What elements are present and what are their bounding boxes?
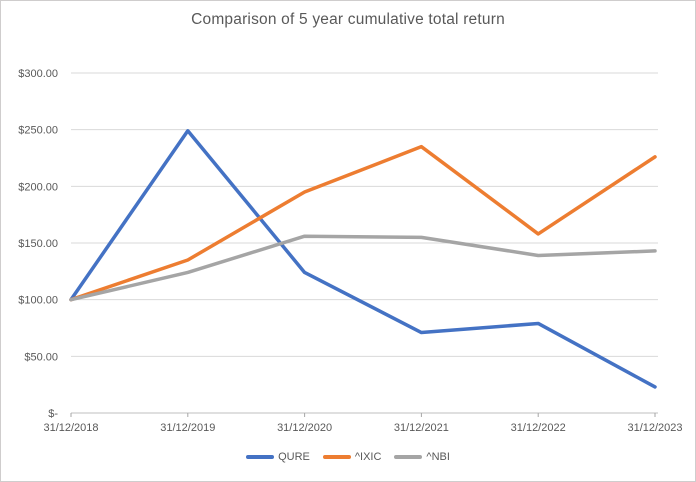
x-axis-label: 31/12/2018 [43, 422, 98, 434]
legend: QURE ^IXIC ^NBI [1, 451, 695, 463]
x-axis-label: 31/12/2023 [627, 422, 682, 434]
y-axis-label: $- [48, 408, 58, 420]
legend-label: ^IXIC [354, 451, 382, 463]
series-line-ixic [69, 144, 657, 302]
legend-item-qure: QURE [246, 451, 310, 463]
legend-marker-qure [246, 455, 275, 459]
x-axis-label: 31/12/2021 [394, 422, 449, 434]
y-axis-label: $50.00 [24, 351, 58, 363]
x-axis-label: 31/12/2022 [511, 422, 566, 434]
y-axis-label: $250.00 [18, 125, 58, 137]
legend-label: QURE [278, 451, 310, 463]
y-axis-label: $300.00 [18, 68, 58, 80]
y-axis-label: $150.00 [18, 238, 58, 250]
x-axis-label: 31/12/2020 [277, 422, 332, 434]
y-axis-label: $100.00 [18, 295, 58, 307]
series-line-nbi [69, 234, 657, 302]
legend-item-ixic: ^IXIC [322, 451, 382, 463]
legend-label: ^NBI [426, 451, 450, 463]
legend-marker-nbi [394, 455, 423, 459]
legend-item-nbi: ^NBI [394, 451, 450, 463]
y-axis-label: $200.00 [18, 181, 58, 193]
chart-title: Comparison of 5 year cumulative total re… [191, 11, 505, 28]
legend-marker-ixic [322, 455, 351, 459]
x-axis-label: 31/12/2019 [160, 422, 215, 434]
series-line-qure [69, 129, 657, 389]
